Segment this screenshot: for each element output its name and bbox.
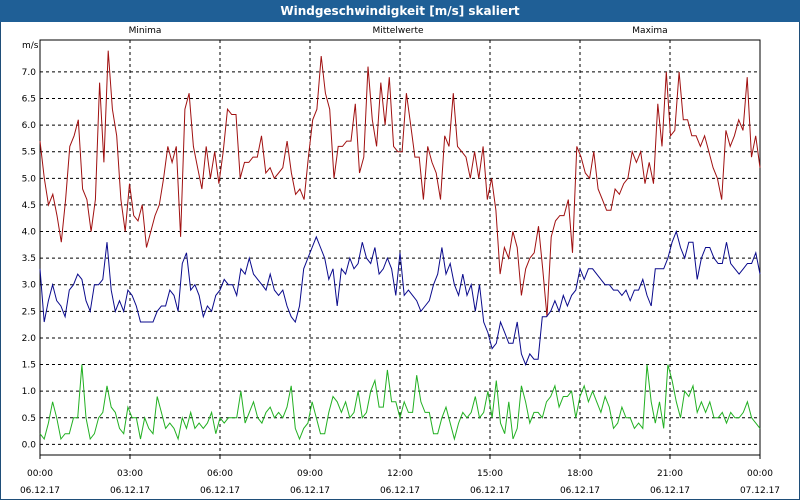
x-tick-date: 06.12.17	[110, 486, 150, 496]
legend-minima: Minima	[129, 26, 162, 36]
y-tick-label: 3.5	[22, 254, 36, 264]
y-tick-label: 2.5	[22, 307, 36, 317]
y-tick-label: 5.5	[22, 148, 36, 158]
x-tick-time: 12:00	[387, 469, 413, 479]
y-tick-label: 2.0	[22, 334, 37, 344]
y-tick-label: 6.5	[22, 95, 36, 105]
x-tick-time: 00:00	[27, 469, 53, 479]
data-series	[39, 50, 761, 441]
y-tick-label: 1.0	[22, 387, 37, 397]
x-tick-time: 03:00	[117, 469, 143, 479]
x-tick-date: 06.12.17	[200, 486, 240, 496]
y-tick-label: 4.5	[22, 201, 36, 211]
legend-maxima: Maxima	[632, 26, 667, 36]
y-tick-label: 3.0	[22, 281, 37, 291]
x-tick-time: 00:00	[747, 469, 773, 479]
series-line-mittelwerte	[39, 229, 761, 366]
chart-title: Windgeschwindigkeit [m/s] skaliert	[0, 0, 800, 22]
y-tick-label: 0.5	[22, 414, 36, 424]
y-axis-label: m/s	[22, 41, 39, 51]
series-line-minima	[39, 364, 761, 441]
axes	[39, 39, 761, 459]
x-tick-time: 21:00	[657, 469, 683, 479]
series-line-maxima	[39, 50, 761, 317]
x-tick-time: 06:00	[207, 469, 233, 479]
y-tick-label: 7.0	[22, 68, 37, 78]
y-tick-label: 5.0	[22, 174, 37, 184]
x-tick-date: 06.12.17	[380, 486, 420, 496]
plot-frame	[39, 39, 761, 456]
x-tick-date: 06.12.17	[470, 486, 510, 496]
x-tick-date: 06.12.17	[20, 486, 60, 496]
y-tick-label: 6.0	[22, 121, 37, 131]
x-tick-time: 15:00	[477, 469, 503, 479]
labels: 0.0 0.5 1.0 1.5 2.0 2.5 3.0 3.5 4.0 4.5 5.0 5.5 6.0 6…	[20, 26, 780, 496]
x-tick-time: 18:00	[567, 469, 593, 479]
y-tick-label: 0.0	[22, 440, 37, 450]
x-tick-date: 06.12.17	[560, 486, 600, 496]
x-tick-date: 06.12.17	[290, 486, 330, 496]
legend-mittelwerte: Mittelwerte	[372, 26, 423, 36]
x-tick-date: 07.12.17	[740, 486, 780, 496]
x-tick-date: 06.12.17	[650, 486, 690, 496]
grid-lines	[40, 40, 760, 455]
x-tick-time: 09:00	[297, 469, 323, 479]
y-tick-label: 4.0	[22, 228, 37, 238]
y-tick-label: 1.5	[22, 361, 36, 371]
